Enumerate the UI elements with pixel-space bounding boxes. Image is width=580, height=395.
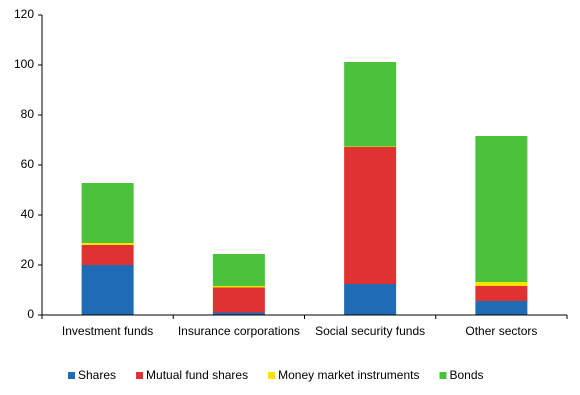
- legend-swatch: [268, 372, 276, 379]
- bar-segment: [475, 286, 528, 301]
- legend-label: Money market instruments: [278, 368, 419, 382]
- bar-segment: [212, 287, 265, 313]
- bar-segment: [212, 254, 265, 286]
- y-tick-label: 100: [14, 57, 34, 71]
- bar-segment: [344, 62, 397, 147]
- legend-label: Mutual fund shares: [146, 368, 248, 382]
- bar-segment: [212, 286, 265, 288]
- legend-swatch: [439, 372, 447, 379]
- x-tick-label: Social security funds: [315, 324, 426, 338]
- x-tick-label: Insurance corporations: [177, 324, 300, 338]
- y-tick-label: 60: [21, 157, 35, 171]
- bar-segment: [81, 245, 134, 265]
- bar-segment: [344, 147, 397, 284]
- legend-swatch: [68, 372, 75, 379]
- bar-segment: [212, 312, 265, 315]
- y-tick-label: 20: [21, 257, 35, 271]
- bar-segment: [81, 183, 134, 243]
- bar-segment: [344, 284, 397, 315]
- bar-segment: [81, 243, 134, 245]
- y-tick-label: 80: [21, 107, 35, 121]
- x-tick-label: Other sectors: [465, 324, 538, 338]
- bar-segment: [475, 136, 528, 282]
- y-tick-label: 120: [14, 7, 34, 21]
- y-tick-label: 40: [21, 207, 35, 221]
- legend-swatch: [136, 372, 144, 379]
- legend-label: Shares: [78, 368, 116, 382]
- bar-segment: [475, 282, 528, 286]
- bar-segment: [344, 146, 397, 147]
- bar-segment: [81, 265, 134, 315]
- y-tick-label: 0: [27, 307, 34, 321]
- bar-segment: [475, 301, 528, 315]
- legend-label: Bonds: [449, 368, 483, 382]
- x-tick-label: Investment funds: [61, 324, 154, 338]
